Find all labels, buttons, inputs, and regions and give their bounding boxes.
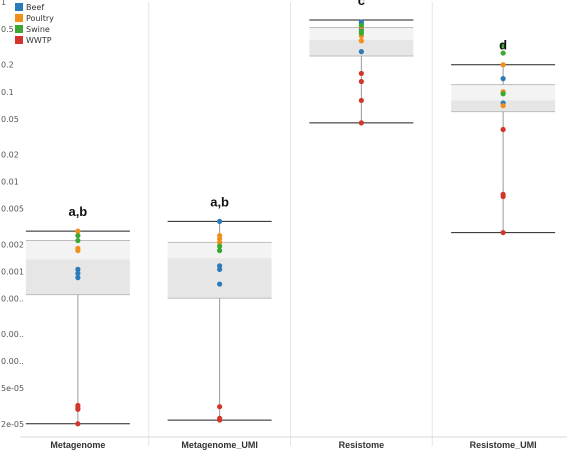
legend-label: Beef: [26, 3, 44, 12]
point-poultry: [75, 228, 81, 234]
point-layer: [75, 19, 506, 427]
significance-label: a,b: [210, 194, 229, 209]
y-tick-label: 0.00..: [1, 294, 24, 303]
box-lower: [309, 39, 414, 57]
legend-item-swine: Swine: [15, 25, 50, 34]
point-beef: [358, 49, 364, 55]
point-wwtp: [358, 120, 364, 126]
point-beef: [217, 281, 223, 287]
point-wwtp: [500, 229, 506, 236]
legend-item-wwtp: WWTP: [15, 36, 52, 45]
point-poultry: [500, 103, 506, 109]
y-tick-label: 2e-05: [1, 420, 24, 429]
y-tick-label: 0.002: [1, 240, 24, 249]
y-tick-label: 0.02: [1, 151, 19, 160]
legend-item-poultry: Poultry: [15, 14, 54, 23]
y-tick-label: 0.1: [1, 88, 14, 97]
point-swine: [358, 30, 364, 36]
legend-label: Poultry: [26, 14, 54, 23]
x-tick-label: Metagenome: [50, 440, 105, 450]
x-tick-label: Resistome: [339, 440, 385, 450]
legend-label: WWTP: [26, 36, 52, 45]
y-tick-label: 0.2: [1, 61, 14, 70]
box-resistome: [309, 19, 414, 124]
point-beef: [500, 76, 506, 82]
y-tick-label: 0.00..: [1, 330, 24, 339]
point-swine: [500, 50, 506, 56]
y-tick-label: 1: [1, 0, 6, 7]
point-wwtp: [500, 126, 506, 133]
point-beef: [217, 218, 223, 224]
text-layer: 1 0.5 0.2 0.1 0.05 0.02 0.01 0.005 0.002 0.001 0.0…: [1, 0, 537, 450]
y-tick-label: 0.5: [1, 25, 14, 34]
point-wwtp: [217, 404, 223, 410]
y-tick-label: 0.01: [1, 178, 19, 187]
point-wwtp: [358, 97, 364, 104]
point-wwtp: [75, 406, 81, 412]
grid-layer: [20, 2, 567, 446]
point-poultry: [358, 38, 364, 44]
point-beef: [75, 275, 81, 281]
y-tick-label: 0.001: [1, 267, 24, 276]
point-beef: [75, 266, 81, 272]
point-wwtp: [217, 417, 223, 423]
x-tick-label: Metagenome_UMI: [181, 440, 258, 450]
legend-swatch: [15, 36, 23, 44]
significance-label: d: [499, 38, 507, 53]
point-swine: [358, 22, 364, 28]
point-poultry: [75, 247, 81, 254]
point-swine: [217, 247, 223, 254]
point-swine: [500, 91, 506, 97]
point-swine: [500, 42, 506, 48]
point-swine: [75, 237, 81, 244]
point-swine: [217, 243, 223, 249]
point-wwtp: [500, 193, 506, 200]
y-tick-label: 5e-05: [1, 384, 24, 393]
y-tick-label: 0.005: [1, 205, 24, 214]
legend: Beef Poultry Swine WWTP: [15, 3, 54, 45]
significance-label: a,b: [68, 204, 87, 219]
legend-swatch: [15, 25, 23, 33]
legend-item-beef: Beef: [15, 3, 44, 12]
point-swine: [75, 232, 81, 239]
legend-swatch: [15, 14, 23, 22]
y-tick-label: 0.05: [1, 115, 19, 124]
x-tick-label: Resistome_UMI: [470, 440, 537, 450]
legend-swatch: [15, 3, 23, 11]
point-poultry: [500, 62, 506, 68]
significance-label: c: [358, 0, 365, 8]
legend-label: Swine: [26, 25, 50, 34]
point-wwtp: [358, 70, 364, 77]
point-poultry: [217, 239, 223, 245]
point-wwtp: [358, 78, 364, 85]
point-beef: [217, 266, 223, 272]
point-wwtp: [75, 421, 81, 427]
point-beef: [75, 270, 81, 276]
y-tick-label: 0.00..: [1, 357, 24, 366]
